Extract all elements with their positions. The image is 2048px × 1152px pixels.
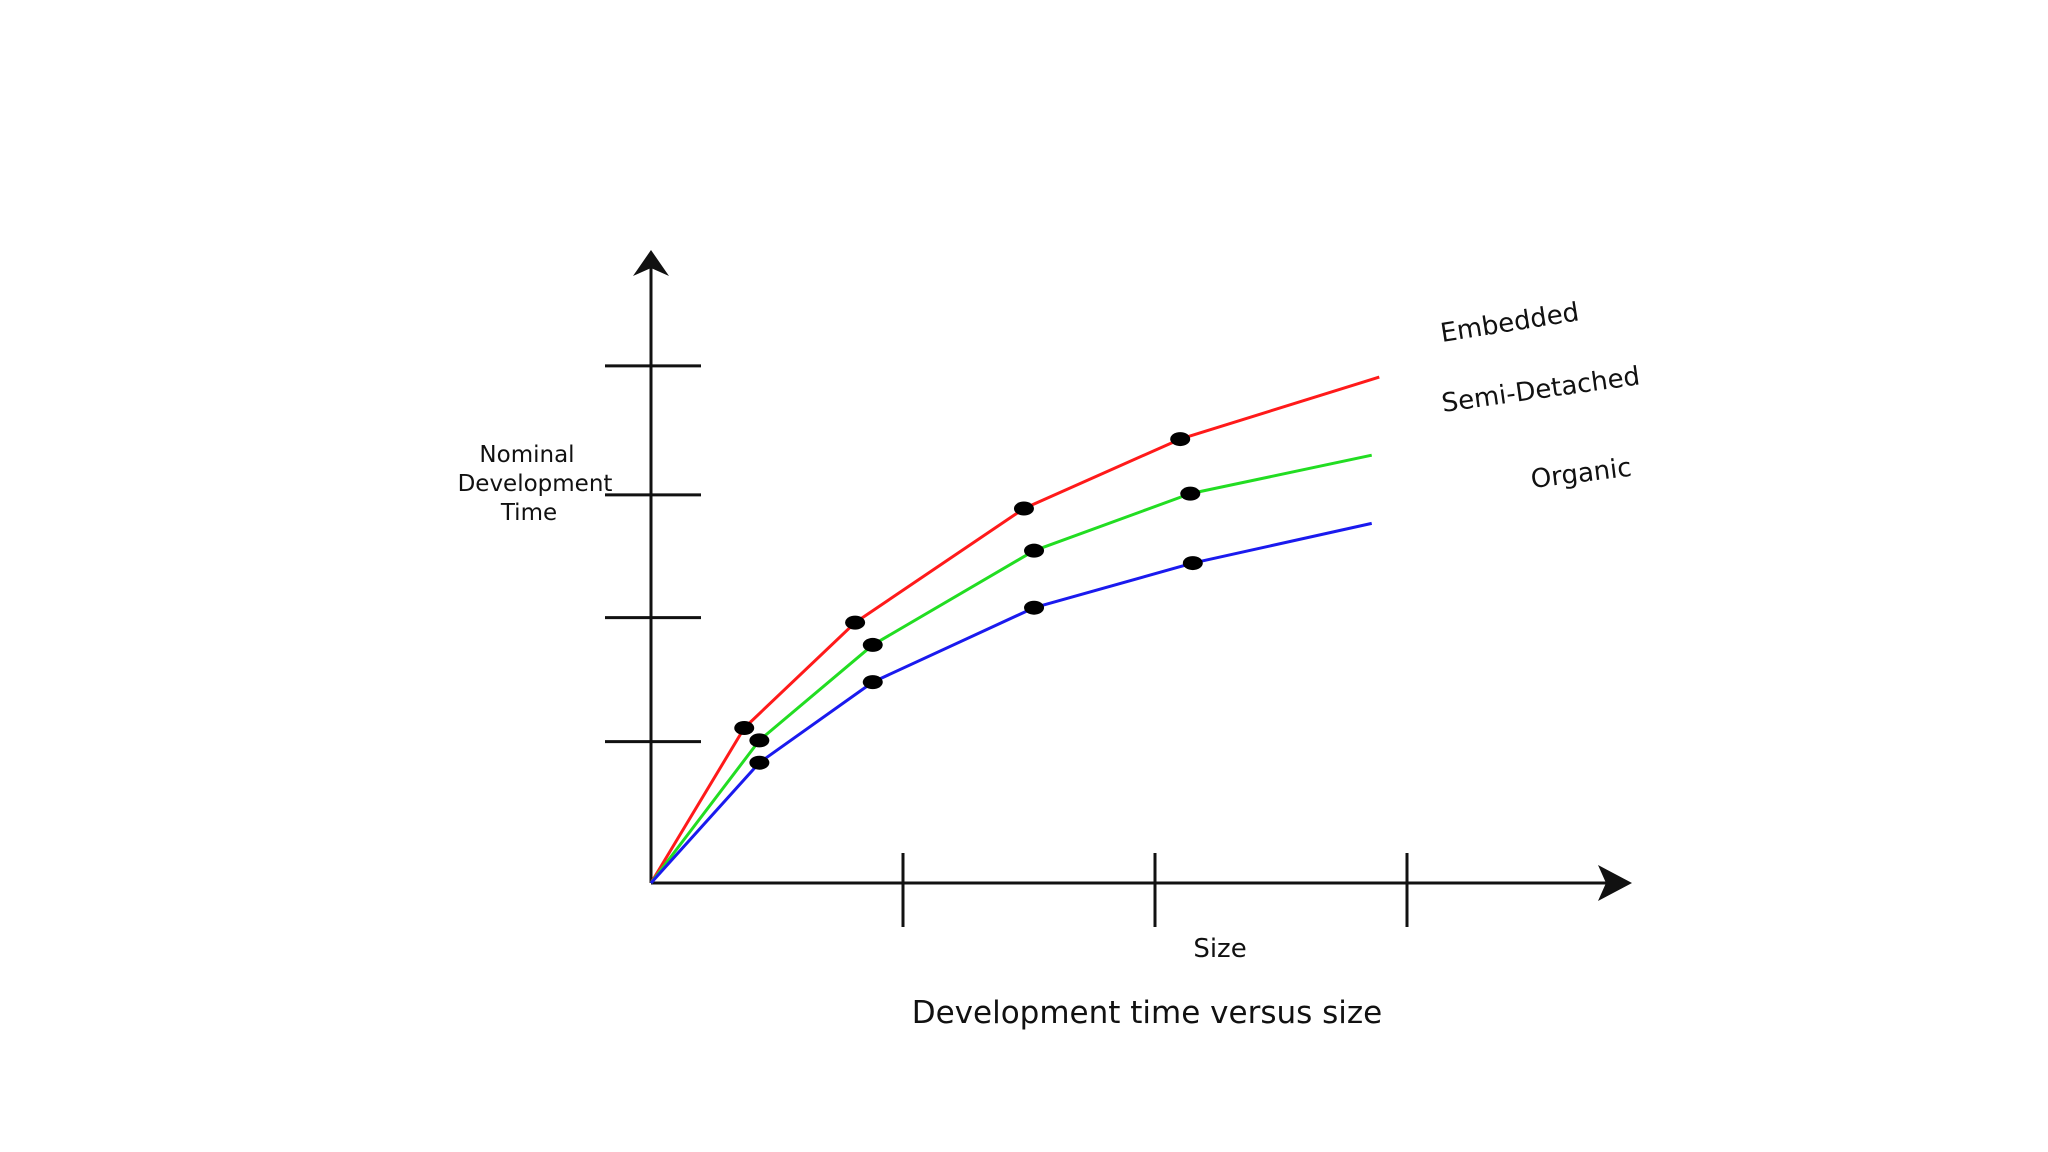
- series-line-semi-detached: [649, 453, 1373, 884]
- data-point-organic-4: [1182, 556, 1203, 571]
- y-axis-label: Nominal Development Time: [458, 442, 613, 526]
- series-label-embedded: Embedded: [1438, 297, 1581, 348]
- markers-layer: [734, 432, 1203, 770]
- data-point-organic-1: [749, 755, 770, 770]
- x-axis-label: Size: [1193, 934, 1246, 964]
- y-axis-label-line-2: Development: [458, 471, 613, 497]
- data-point-semi-detached-2: [862, 637, 883, 652]
- ticks: [605, 364, 1409, 927]
- data-point-embedded-3: [1013, 501, 1034, 516]
- series-line-embedded: [649, 375, 1380, 884]
- data-point-embedded-2: [845, 615, 866, 630]
- y-axis-label-line-1: Nominal: [479, 442, 574, 468]
- series-layer: [649, 375, 1380, 885]
- data-point-semi-detached-1: [749, 733, 770, 748]
- data-point-organic-3: [1024, 600, 1045, 615]
- chart-title: Development time versus size: [912, 995, 1383, 1031]
- series-line-organic: [649, 521, 1373, 885]
- data-point-semi-detached-3: [1024, 543, 1045, 558]
- series-label-semi-detached: Semi-Detached: [1440, 361, 1642, 419]
- axes: [633, 250, 1632, 901]
- series-label-organic: Organic: [1529, 453, 1633, 495]
- series-labels: Embedded Semi-Detached Organic: [1438, 297, 1641, 495]
- y-axis-arrow-icon: [633, 250, 669, 276]
- data-point-embedded-1: [734, 721, 755, 735]
- data-point-embedded-4: [1170, 432, 1191, 447]
- data-point-organic-2: [862, 675, 883, 690]
- data-point-semi-detached-4: [1180, 486, 1201, 501]
- x-axis-arrow-icon: [1598, 865, 1632, 901]
- y-axis-label-line-3: Time: [500, 500, 557, 526]
